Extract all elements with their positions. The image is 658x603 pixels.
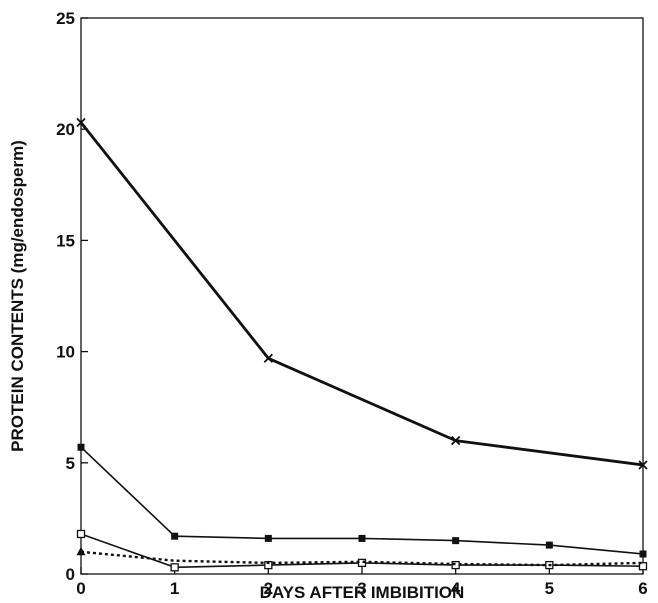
y-tick-label: 25 [56, 9, 75, 28]
data-point-filled-square [545, 541, 553, 549]
data-point-open-square [264, 560, 273, 570]
y-tick-label: 5 [66, 454, 75, 473]
data-point-open-square [170, 563, 179, 572]
data-point-filled-square [358, 534, 366, 542]
data-point-x-marker [451, 435, 461, 446]
data-point-open-square [638, 562, 648, 571]
y-tick-label: 20 [56, 120, 75, 139]
series-1 [76, 117, 648, 470]
data-point-filled-square [264, 534, 272, 542]
data-point-filled-square [639, 550, 647, 558]
y-tick-label: 15 [56, 231, 75, 250]
plot-frame [80, 17, 644, 575]
y-axis-title: PROTEIN CONTENTS (mg/endosperm) [8, 140, 27, 452]
data-point-triangle [76, 546, 86, 556]
x-tick-label: 1 [170, 579, 179, 598]
chart-ticks: 0 1 2 3 4 5 6 0 5 10 15 20 25 [56, 9, 648, 598]
chart-series [76, 117, 648, 572]
data-point-x-marker [638, 460, 648, 470]
series-line [79, 121, 644, 467]
data-point-filled-square [171, 532, 179, 540]
x-tick-label: 4 [451, 579, 461, 598]
y-tick-label: 0 [66, 565, 75, 584]
series-2 [77, 443, 647, 558]
data-point-x-marker [263, 353, 273, 363]
series-4 [76, 546, 644, 567]
chart-axes [80, 17, 644, 575]
x-tick-label: 6 [638, 579, 647, 598]
x-tick-label: 5 [545, 579, 554, 598]
data-point-filled-square [77, 443, 85, 451]
data-point-x-marker [76, 117, 86, 128]
x-tick-label: 2 [264, 579, 273, 598]
x-tick-label: 3 [357, 579, 366, 598]
y-tick-label: 10 [56, 343, 75, 362]
x-axis-title: DAYS AFTER IMBIBITION [260, 583, 465, 602]
x-tick-label: 0 [76, 579, 85, 598]
data-point-open-square [76, 529, 86, 539]
series-line [80, 550, 644, 567]
data-point-filled-square [452, 537, 460, 545]
